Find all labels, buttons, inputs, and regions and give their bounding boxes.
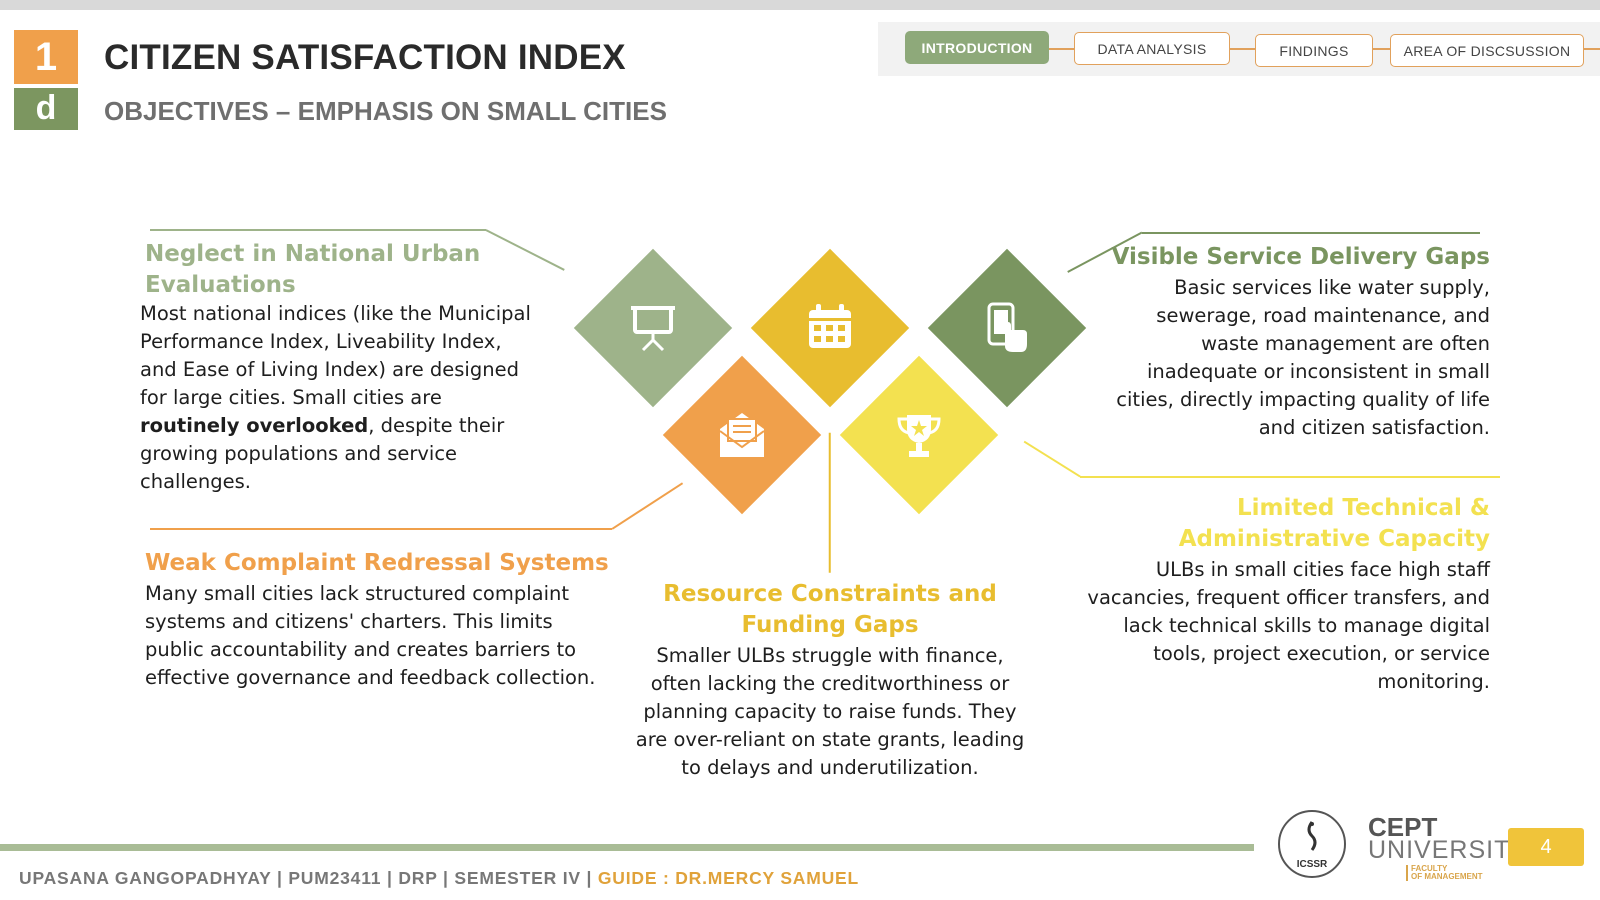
heading-resource: Resource Constraints and Funding Gaps: [663, 581, 997, 638]
tab-introduction[interactable]: INTRODUCTION: [905, 31, 1049, 64]
heading-weak-redressal: Weak Complaint Redressal Systems: [145, 550, 609, 576]
tab-data-analysis[interactable]: DATA ANALYSIS: [1074, 32, 1230, 65]
cept-logo-line1: CEPT: [1368, 812, 1438, 842]
connector-line: [1142, 232, 1480, 234]
page-subtitle: OBJECTIVES – EMPHASIS ON SMALL CITIES: [104, 96, 667, 126]
heading-limited-capacity: Limited Technical & Administrative Capac…: [1178, 495, 1490, 552]
heading-neglect: Neglect in National Urban Evaluations: [145, 241, 481, 298]
connector-line: [150, 528, 612, 530]
connector-line: [1080, 476, 1500, 478]
text-limited-capacity: ULBs in small cities face high staff vac…: [1087, 558, 1490, 693]
tab-area-of-discussion[interactable]: AREA OF DISCSUSSION: [1390, 34, 1584, 67]
calendar-icon: [809, 304, 851, 348]
text-neglect: Most national indices (like the Municipa…: [140, 300, 540, 496]
footer-info: UPASANA GANGOPADHYAY | PUM23411 | DRP | …: [19, 868, 859, 889]
footer-guide: GUIDE : DR.MERCY SAMUEL: [597, 868, 860, 888]
heading-visible-gaps: Visible Service Delivery Gaps: [1111, 244, 1490, 270]
logo-block-top: 1: [14, 30, 78, 84]
footer-author: UPASANA GANGOPADHYAY | PUM23411 | DRP | …: [19, 868, 598, 888]
connector-line: [829, 432, 831, 573]
seal-emblem-icon: [1307, 821, 1317, 851]
connector-line: [150, 229, 486, 231]
text-neglect-part: , despite their growing populations and …: [140, 414, 505, 493]
icssr-logo: ICSSR: [1278, 810, 1346, 878]
trophy-icon: [897, 415, 941, 457]
page-number: 4: [1508, 828, 1584, 866]
connector-line: [611, 482, 683, 530]
tab-findings[interactable]: FINDINGS: [1255, 34, 1373, 67]
text-neglect-bold: routinely overlooked: [140, 414, 369, 437]
cept-faculty-line2: OF MANAGEMENT: [1411, 872, 1483, 881]
text-visible-gaps: Basic services like water supply, sewera…: [1116, 276, 1490, 439]
cept-logo-line2: UNIVERSITY: [1368, 836, 1529, 864]
cept-faculty: FACULTY OF MANAGEMENT: [1406, 865, 1483, 881]
presentation-icon: [631, 306, 675, 352]
text-weak-redressal: Many small cities lack structured compla…: [145, 582, 596, 689]
cept-faculty-line1: FACULTY: [1411, 864, 1448, 873]
page-title: CITIZEN SATISFACTION INDEX: [104, 38, 626, 77]
text-neglect-part: Most national indices (like the Municipa…: [140, 302, 531, 409]
envelope-icon: [719, 413, 765, 457]
text-resource: Smaller ULBs struggle with finance, ofte…: [635, 644, 1025, 779]
seal-label: ICSSR: [1296, 859, 1328, 870]
top-bar: [0, 0, 1600, 10]
connector-line: [1023, 441, 1081, 478]
logo-block-bottom: d: [14, 88, 78, 130]
footer-bar: [0, 844, 1254, 851]
tap-phone-icon: [987, 302, 1027, 352]
